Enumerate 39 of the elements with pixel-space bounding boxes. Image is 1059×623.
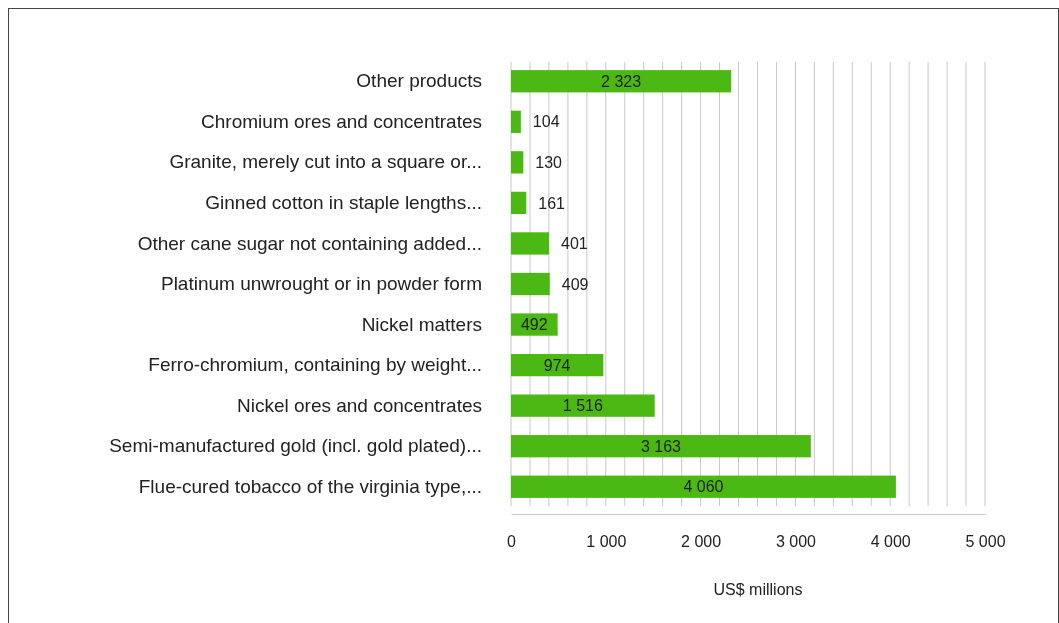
x-tick-label: 3 000 — [775, 533, 817, 551]
y-tick-label: Chromium ores and concentrates — [201, 110, 482, 132]
y-tick-label: Flue-cured tobacco of the virginia type,... — [138, 475, 482, 497]
data-label: 1 516 — [562, 397, 603, 415]
bar — [511, 232, 550, 255]
y-tick-label: Other cane sugar not containing added... — [137, 232, 482, 254]
data-label: 130 — [535, 153, 563, 171]
x-tick-label: 1 000 — [586, 533, 627, 551]
x-tick-label: 0 — [507, 533, 517, 551]
bar — [511, 353, 604, 377]
data-label: 104 — [532, 113, 560, 131]
y-tick-label: Ginned cotton in staple lengths... — [205, 191, 482, 213]
bar — [511, 110, 521, 133]
y-tick-label: Nickel matters — [361, 313, 482, 335]
data-label: 492 — [520, 316, 548, 334]
x-tick-label: 5 000 — [965, 533, 1006, 551]
x-tick-label: 4 000 — [870, 533, 911, 551]
y-tick-label: Ferro-chromium, containing by weight... — [148, 354, 482, 376]
bar — [511, 70, 732, 93]
y-tick-label: Granite, merely cut into a square or... — [169, 151, 482, 173]
y-tick-label: Semi-manufactured gold (incl. gold plated)... — [109, 435, 482, 457]
data-label: 3 163 — [640, 437, 682, 455]
data-label: 4 060 — [683, 478, 724, 496]
data-label: 2 323 — [601, 72, 642, 90]
x-tick-label: 2 000 — [681, 533, 722, 551]
bar — [511, 151, 524, 174]
y-tick-label: Platinum unwrought or in powder form — [160, 273, 482, 295]
bar — [511, 272, 550, 296]
y-tick-label: Nickel ores and concentrates — [236, 394, 482, 416]
data-label: 161 — [538, 194, 566, 212]
bar — [511, 191, 527, 215]
bar — [511, 435, 811, 458]
y-tick-label: Other products — [356, 70, 482, 92]
data-label: 974 — [543, 356, 571, 374]
bar — [511, 394, 655, 417]
data-label: 401 — [561, 235, 588, 253]
x-axis-title: US$ millions — [713, 581, 803, 598]
bar — [511, 475, 896, 498]
data-label: 409 — [561, 275, 589, 293]
